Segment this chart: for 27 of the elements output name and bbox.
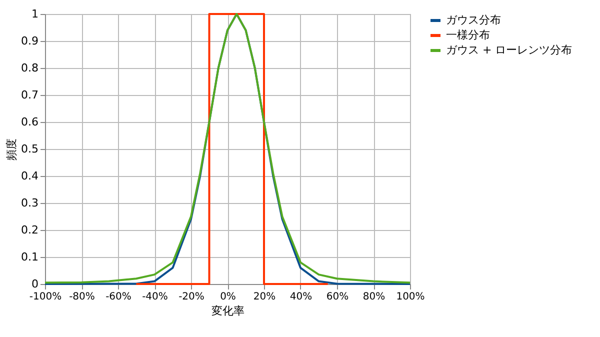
x-tick-label: -80%	[69, 292, 95, 302]
y-tick-label: 0.8	[21, 62, 38, 74]
x-tick-label: 100%	[396, 292, 425, 302]
y-tick-label: 1	[32, 8, 38, 20]
y-tick-label: 0.1	[21, 250, 38, 264]
x-tick-label: -40%	[142, 292, 168, 302]
legend-label: ガウス + ローレンツ分布	[446, 44, 572, 56]
x-tick-label: 0%	[220, 292, 236, 302]
legend-label: 一様分布	[446, 28, 490, 42]
x-axis-title: 変化率	[212, 304, 244, 318]
y-axis-title: 頻度	[5, 138, 18, 160]
x-tick-label: 20%	[253, 292, 276, 302]
x-tick-label: 40%	[290, 292, 312, 302]
x-tick-label: -20%	[178, 292, 204, 302]
y-tick-label: 0.3	[21, 196, 38, 210]
x-tick-label: -60%	[106, 292, 132, 302]
y-tick-label: 0.7	[21, 88, 38, 102]
y-tick-label: 0.4	[21, 170, 38, 182]
y-tick-label: 0.6	[21, 116, 38, 128]
y-tick-label: 0	[32, 278, 38, 290]
x-tick-label: -100%	[29, 292, 62, 302]
x-tick-label: 80%	[362, 292, 386, 302]
x-tick-label: 60%	[326, 292, 349, 302]
y-tick-label: 0.5	[21, 142, 38, 156]
y-tick-label: 0.2	[21, 224, 38, 236]
legend-label: ガウス分布	[446, 14, 501, 26]
y-tick-label: 0.9	[21, 34, 38, 48]
